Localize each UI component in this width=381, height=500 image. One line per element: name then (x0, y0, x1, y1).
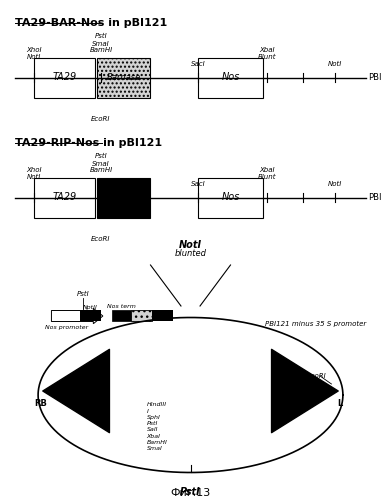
Text: RB: RB (35, 399, 48, 408)
FancyArrow shape (51, 308, 103, 324)
Text: PstI: PstI (77, 291, 90, 297)
Text: blunted: blunted (174, 249, 207, 258)
Text: Nos: Nos (221, 192, 240, 202)
Bar (152, 310, 173, 321)
FancyBboxPatch shape (97, 178, 150, 218)
FancyBboxPatch shape (34, 58, 95, 98)
Text: EcoRI: EcoRI (91, 116, 111, 122)
Text: Фиг.13: Фиг.13 (170, 488, 211, 498)
FancyBboxPatch shape (198, 178, 263, 218)
Text: EcoRI: EcoRI (91, 236, 111, 242)
FancyBboxPatch shape (34, 178, 95, 218)
Text: XbaI
Blunt: XbaI Blunt (258, 167, 276, 180)
FancyBboxPatch shape (198, 58, 263, 98)
Text: L: L (337, 399, 343, 408)
Text: Nos term: Nos term (107, 304, 136, 310)
Text: XhoI
NotI: XhoI NotI (26, 47, 42, 60)
Bar (131, 310, 152, 321)
Text: PstI
SmaI
BamHI: PstI SmaI BamHI (89, 34, 113, 54)
Text: PBI121: PBI121 (368, 73, 381, 82)
Text: NotI: NotI (328, 60, 343, 66)
Text: NotI: NotI (179, 240, 202, 250)
Text: Barnase: Barnase (107, 73, 141, 82)
Text: TA29-BAR-Nos in pBI121: TA29-BAR-Nos in pBI121 (15, 18, 168, 28)
Text: PBI121 minus 35 S promoter: PBI121 minus 35 S promoter (264, 321, 366, 327)
Bar (80, 310, 101, 321)
Text: PstI
SmaI
BamHI: PstI SmaI BamHI (89, 154, 113, 174)
Text: SacI: SacI (191, 60, 205, 66)
Text: PBI121: PBI121 (368, 193, 381, 202)
FancyBboxPatch shape (97, 58, 150, 98)
Text: Nos: Nos (221, 72, 240, 83)
Text: NotI: NotI (328, 180, 343, 186)
Text: TA29-RIP-Nos in pBI121: TA29-RIP-Nos in pBI121 (15, 138, 162, 147)
Text: XbaI
Blunt: XbaI Blunt (258, 47, 276, 60)
Text: HindIII
I
SphI
PstI
SalI
XbaI
BamHI
SmaI: HindIII I SphI PstI SalI XbaI BamHI SmaI (147, 402, 168, 451)
Text: TA29: TA29 (53, 192, 77, 202)
Bar (112, 310, 131, 321)
Text: NptII: NptII (83, 304, 98, 310)
Text: .EcoRI: .EcoRI (305, 373, 327, 379)
Text: XhoI
NotI: XhoI NotI (26, 167, 42, 180)
Text: Nos promoter: Nos promoter (45, 325, 88, 330)
Text: PstI: PstI (180, 487, 201, 497)
Text: SacI: SacI (191, 180, 205, 186)
Text: TA29: TA29 (53, 72, 77, 83)
